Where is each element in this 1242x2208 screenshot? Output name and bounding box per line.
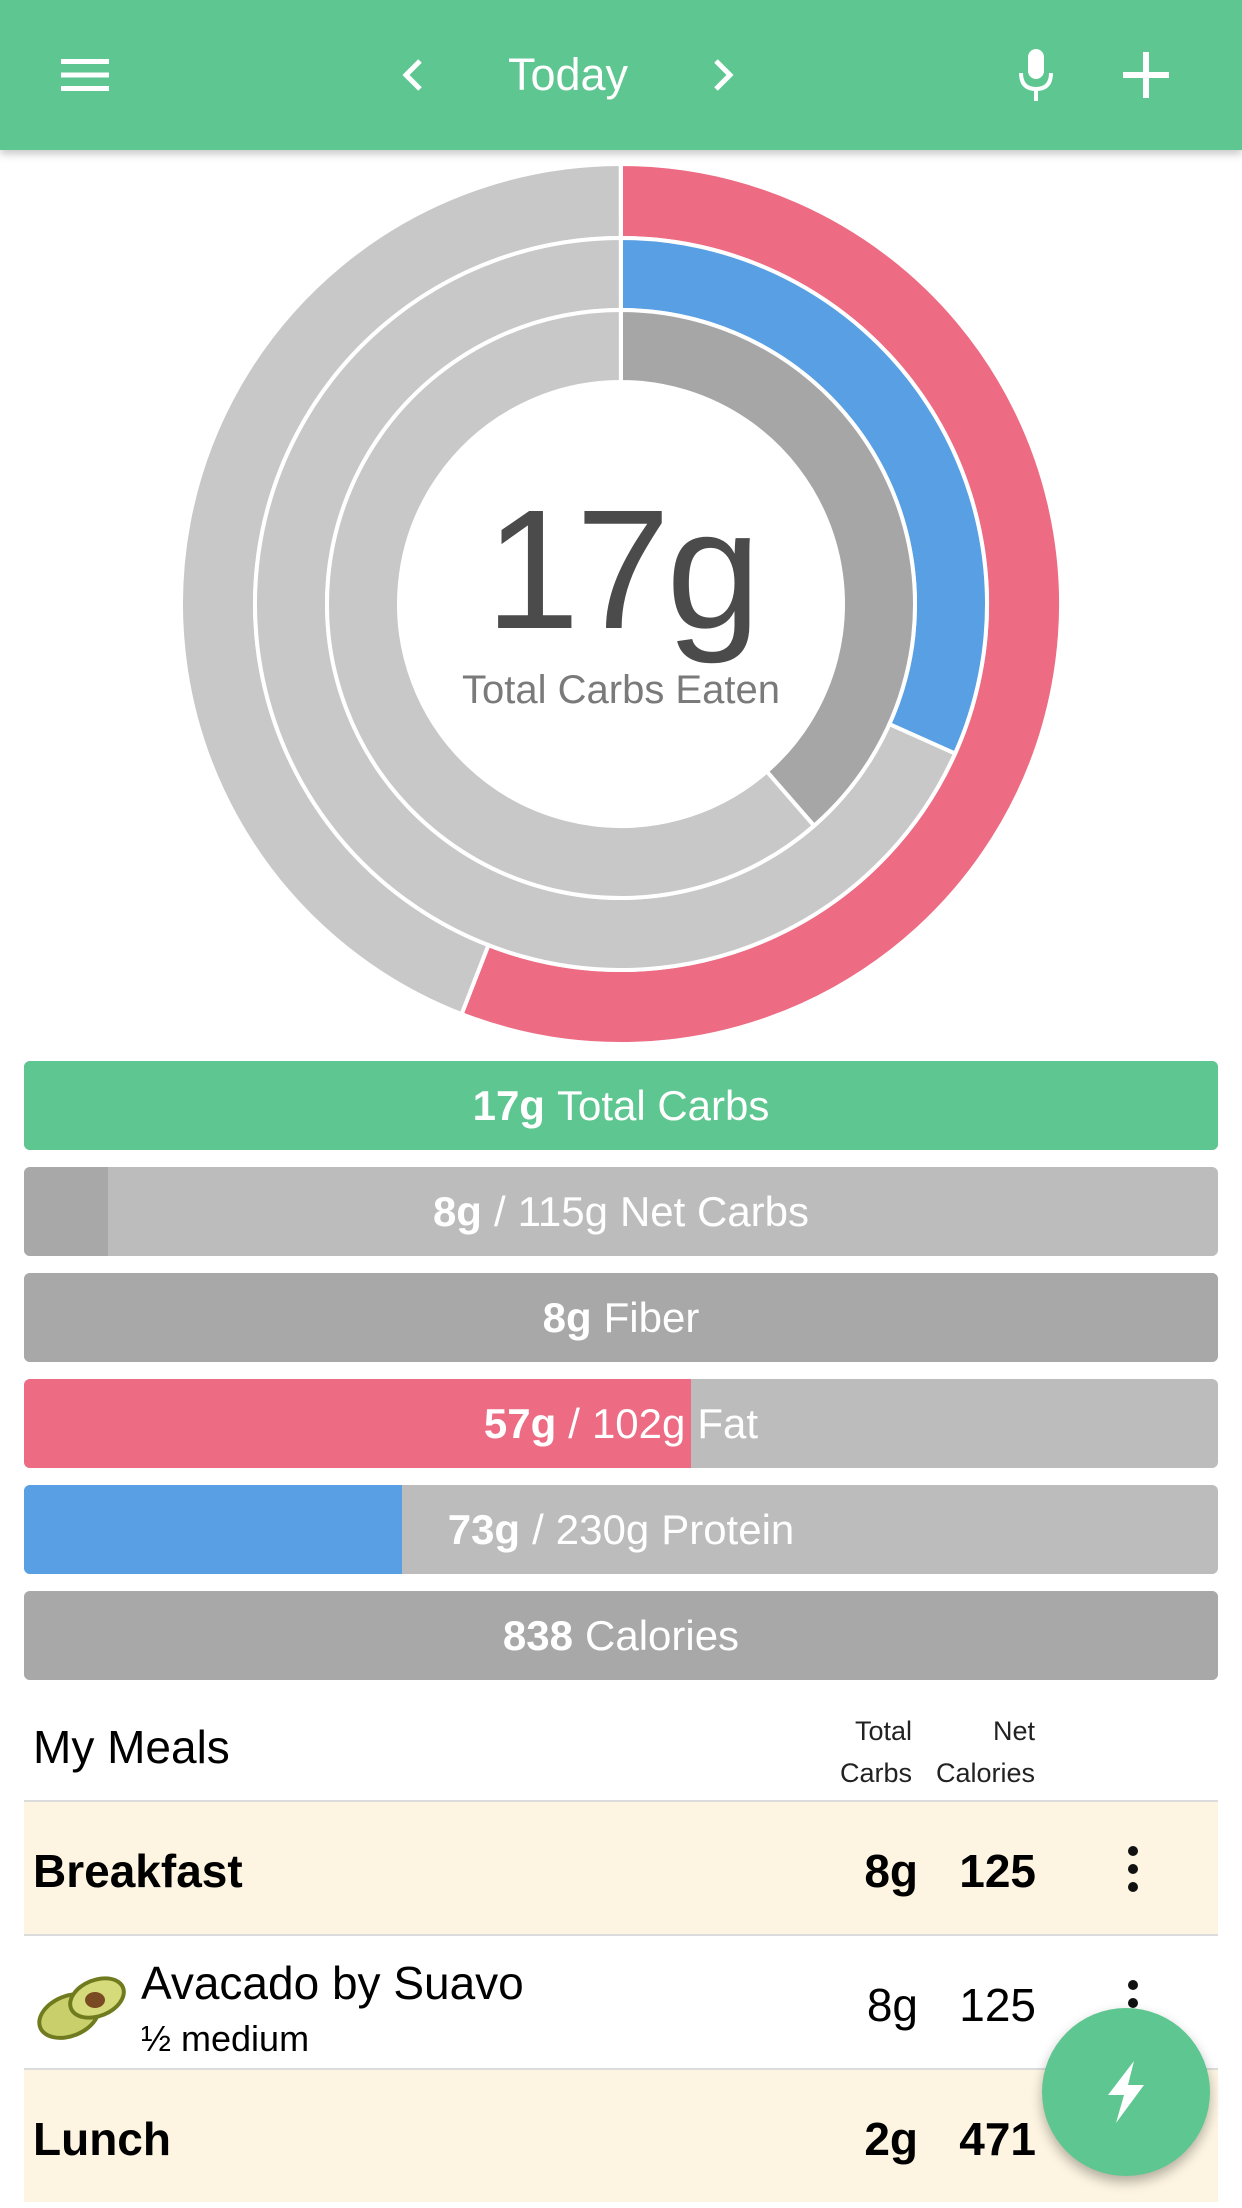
total-carbs-eaten-value: 17g — [485, 475, 761, 665]
protein-value: 73g — [447, 1505, 521, 1553]
separator: / — [493, 1187, 506, 1235]
food-net-calories: 125 — [959, 1979, 1036, 2031]
lightning-bolt-icon — [1108, 2061, 1144, 2123]
total-carbs-eaten-label: Total Carbs Eaten — [462, 668, 780, 712]
total-carbs-value: 17g — [472, 1081, 545, 1129]
net-carbs-bar-text: 8g/115g Net Carbs — [24, 1167, 1218, 1256]
calories-label: Calories — [585, 1611, 740, 1659]
fat-goal: 102g — [591, 1399, 686, 1447]
fat-bar-fill — [24, 1379, 692, 1468]
column-header-line: Carbs — [839, 1758, 912, 1788]
fat-label: Fat — [697, 1399, 759, 1447]
protein-bar-fill — [24, 1485, 403, 1574]
fat-value: 57g — [483, 1399, 557, 1447]
net-carbs-bar-fill — [24, 1167, 108, 1256]
more-vert-icon[interactable] — [1118, 1846, 1148, 1892]
net-carbs-label: Net Carbs — [619, 1187, 810, 1235]
quick-add-fab[interactable] — [1042, 2008, 1210, 2176]
separator: / — [568, 1399, 580, 1447]
meal-row-lunch[interactable]: Lunch 2g 471 — [24, 2068, 1218, 2202]
food-name: Avacado by Suavo — [141, 1957, 524, 2009]
food-total-carbs: 8g — [866, 1979, 918, 2031]
food-portion: ½ medium — [141, 2018, 310, 2059]
column-header-line: Total — [854, 1716, 912, 1746]
top-app-bar: Today — [0, 0, 1242, 150]
fiber-bar-fill — [24, 1273, 1218, 1362]
meal-row-breakfast[interactable]: Breakfast 8g 125 — [24, 1800, 1218, 1934]
meal-total-carbs: 8g — [864, 1845, 918, 1897]
calories-value: 838 — [502, 1611, 573, 1659]
chevron-left-icon[interactable] — [380, 0, 444, 150]
meal-net-calories: 125 — [959, 1845, 1036, 1897]
protein-label: Protein — [661, 1505, 795, 1553]
chevron-right-icon[interactable] — [692, 0, 756, 150]
protein-bar-text: 73g/230g Protein — [24, 1485, 1218, 1574]
fat-bar-text: 57g/102g Fat — [24, 1379, 1218, 1468]
macro-rings-chart — [179, 161, 1063, 1046]
total-carbs-label: Total Carbs — [556, 1081, 770, 1129]
meal-total-carbs: 2g — [864, 2113, 918, 2165]
macro-rings-summary: 17g Total Carbs Eaten — [0, 150, 1242, 1050]
net-carbs-bar[interactable]: 8g/115g Net Carbs — [24, 1167, 1218, 1256]
fiber-bar[interactable]: 8g Fiber — [24, 1273, 1218, 1362]
net-carbs-value: 8g — [432, 1187, 482, 1235]
meals-title: My Meals — [33, 1721, 230, 1773]
column-header-line: Net — [992, 1716, 1035, 1746]
total-carbs-bar[interactable]: 17g Total Carbs — [24, 1061, 1218, 1150]
meal-net-calories: 471 — [959, 2113, 1036, 2165]
food-row[interactable]: Avacado by Suavo ½ medium 8g 125 — [24, 1934, 1218, 2068]
plus-icon[interactable] — [1116, 0, 1176, 150]
calories-bar[interactable]: 838 Calories — [24, 1591, 1218, 1680]
total-carbs-column-header: Total Carbs — [840, 1710, 912, 1794]
column-header-line: Calories — [935, 1758, 1035, 1788]
total-carbs-bar-fill — [24, 1061, 1218, 1150]
fiber-label: Fiber — [603, 1293, 700, 1341]
separator: / — [532, 1505, 544, 1553]
meals-header: My Meals Total Carbs Net Calories — [24, 1700, 1218, 1800]
date-title[interactable]: Today — [507, 49, 629, 100]
fiber-ring-segment — [619, 307, 917, 829]
protein-bar[interactable]: 73g/230g Protein — [24, 1485, 1218, 1574]
avocado-icon — [33, 1962, 129, 2046]
calories-bar-text: 838 Calories — [24, 1591, 1218, 1680]
calories-bar-fill — [24, 1591, 1218, 1680]
fat-bar[interactable]: 57g/102g Fat — [24, 1379, 1218, 1468]
net-calories-column-header: Net Calories — [936, 1710, 1035, 1794]
fiber-value: 8g — [542, 1293, 592, 1341]
carbs-ring-remaining — [325, 307, 817, 900]
total-carbs-bar-text: 17g Total Carbs — [24, 1061, 1218, 1150]
net-carbs-goal: 115g — [517, 1187, 608, 1235]
microphone-icon[interactable] — [1006, 0, 1066, 150]
meal-name: Lunch — [33, 2113, 171, 2165]
fiber-bar-text: 8g Fiber — [24, 1273, 1218, 1362]
protein-goal: 230g — [555, 1505, 650, 1553]
hamburger-menu-icon[interactable] — [40, 0, 130, 150]
meal-name: Breakfast — [33, 1845, 243, 1897]
